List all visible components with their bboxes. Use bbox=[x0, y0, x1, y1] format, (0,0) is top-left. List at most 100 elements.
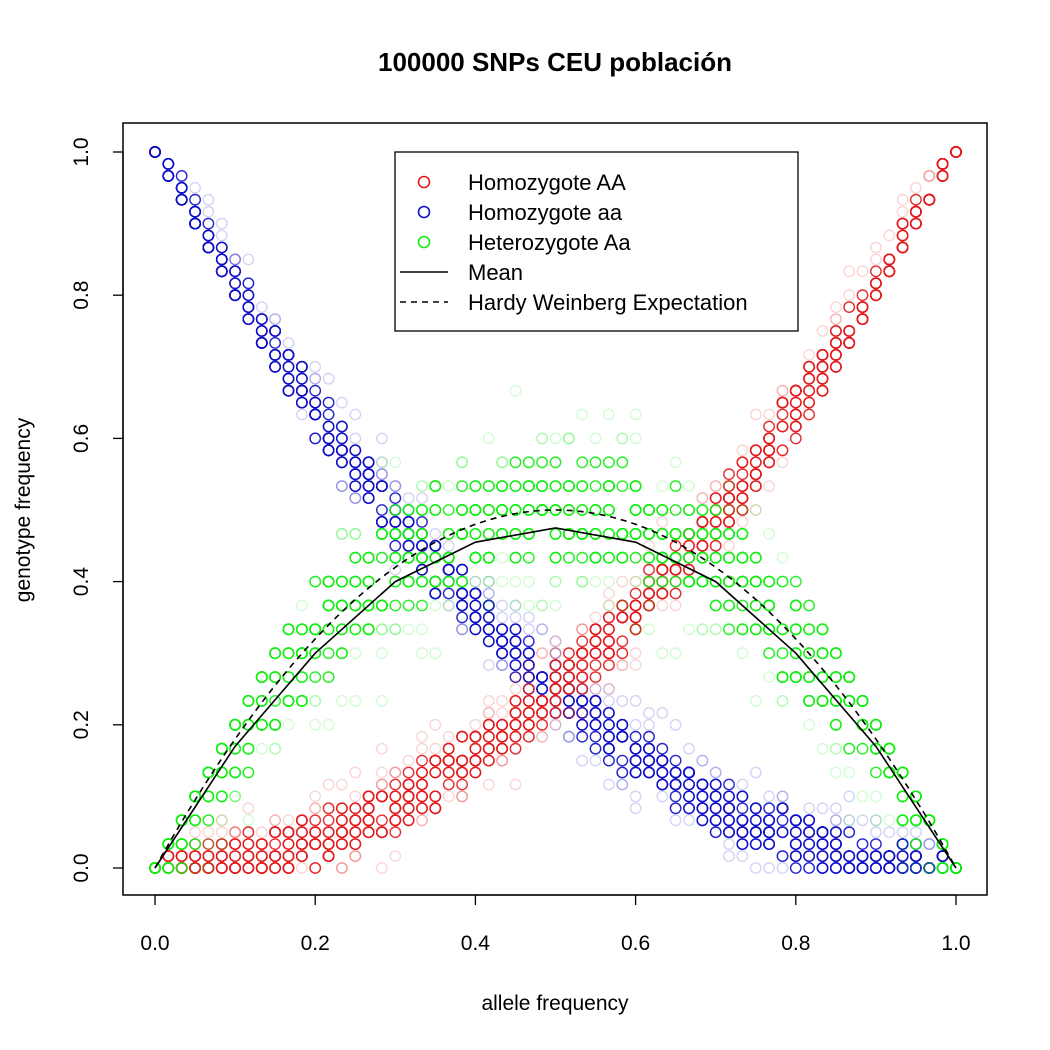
point-AA-830 bbox=[830, 336, 842, 349]
point-aa-936 bbox=[923, 838, 936, 850]
point-AA-447 bbox=[509, 695, 522, 707]
point-AA-763 bbox=[776, 396, 789, 409]
point-AA-806 bbox=[816, 325, 829, 337]
legend-label-2: Heterozygote Aa bbox=[468, 230, 631, 255]
point-Aa-444 bbox=[509, 599, 522, 612]
point-aa-541 bbox=[589, 730, 602, 743]
point-aa-248 bbox=[349, 468, 362, 481]
point-aa-382 bbox=[456, 599, 468, 612]
point-Aa-346 bbox=[429, 504, 442, 516]
point-AA-172 bbox=[282, 814, 295, 827]
point-aa-188 bbox=[295, 360, 308, 373]
point-aa-219 bbox=[322, 432, 335, 445]
point-Aa-872 bbox=[870, 814, 882, 827]
point-Aa-36 bbox=[175, 862, 188, 874]
point-Aa-430 bbox=[496, 456, 508, 469]
point-AA-272 bbox=[375, 814, 388, 827]
point-aa-413 bbox=[482, 635, 495, 648]
point-aa-171 bbox=[282, 372, 295, 385]
point-aa-446 bbox=[509, 659, 522, 671]
point-Aa-578 bbox=[629, 408, 642, 421]
point-Aa-510 bbox=[563, 551, 575, 564]
point-AA-255 bbox=[349, 838, 362, 850]
point-Aa-502 bbox=[563, 432, 575, 445]
point-AA-76 bbox=[202, 838, 215, 850]
point-aa-194 bbox=[309, 432, 322, 445]
point-AA-689 bbox=[723, 468, 735, 481]
point-Aa-248 bbox=[349, 575, 362, 588]
point-AA-586 bbox=[629, 647, 642, 660]
point-AA-783 bbox=[789, 384, 802, 397]
point-aa-335 bbox=[416, 563, 428, 576]
point-AA-959 bbox=[936, 157, 949, 170]
point-Aa-478 bbox=[536, 480, 548, 492]
point-aa-910 bbox=[896, 862, 909, 874]
point-aa-67 bbox=[202, 205, 215, 218]
point-AA-542 bbox=[589, 635, 602, 648]
point-Aa-548 bbox=[603, 575, 615, 588]
point-Aa-158 bbox=[269, 718, 281, 731]
point-aa-701 bbox=[723, 814, 735, 827]
point-Aa-295 bbox=[389, 456, 402, 469]
point-Aa-340 bbox=[429, 551, 442, 564]
point-Aa-846 bbox=[843, 695, 856, 707]
point-Aa-321 bbox=[416, 647, 428, 660]
point-aa-201 bbox=[309, 384, 322, 397]
point-aa-233 bbox=[335, 480, 348, 492]
point-AA-726 bbox=[749, 444, 762, 457]
point-Aa-717 bbox=[736, 504, 749, 516]
point-aa-399 bbox=[469, 611, 482, 624]
point-AA-308 bbox=[402, 754, 415, 767]
point-AA-682 bbox=[709, 516, 722, 528]
point-AA-336 bbox=[429, 718, 442, 731]
point-Aa-285 bbox=[375, 695, 388, 707]
point-AA-556 bbox=[603, 623, 615, 636]
point-aa-590 bbox=[629, 754, 642, 767]
point-AA-410 bbox=[482, 718, 495, 731]
point-AA-269 bbox=[362, 814, 375, 827]
point-aa-207 bbox=[309, 408, 322, 421]
point-AA-761 bbox=[776, 444, 789, 457]
point-Aa-910 bbox=[896, 766, 909, 779]
point-AA-271 bbox=[362, 826, 375, 839]
point-Aa-529 bbox=[589, 575, 602, 588]
point-AA-749 bbox=[763, 444, 775, 457]
point-aa-59 bbox=[189, 193, 202, 206]
point-Aa-145 bbox=[269, 695, 281, 707]
point-aa-548 bbox=[603, 695, 615, 707]
point-aa-636 bbox=[669, 814, 682, 827]
point-AA-563 bbox=[616, 575, 629, 588]
point-AA-510 bbox=[563, 647, 575, 660]
point-aa-686 bbox=[709, 778, 722, 791]
point-Aa-302 bbox=[389, 551, 402, 564]
point-Aa-72 bbox=[202, 862, 215, 874]
point-aa-31 bbox=[162, 157, 175, 170]
point-AA-414 bbox=[482, 742, 495, 755]
point-aa-480 bbox=[549, 718, 562, 731]
point-aa-655 bbox=[683, 766, 695, 779]
point-Aa-543 bbox=[589, 456, 602, 469]
point-Aa-364 bbox=[442, 480, 455, 492]
point-AA-177 bbox=[295, 862, 308, 874]
point-aa-692 bbox=[723, 790, 735, 803]
point-aa-862 bbox=[856, 850, 869, 862]
point-Aa-450 bbox=[522, 551, 535, 564]
point-AA-413 bbox=[482, 754, 495, 767]
point-AA-171 bbox=[282, 850, 295, 862]
point-aa-680 bbox=[709, 814, 722, 827]
point-Aa-277 bbox=[375, 623, 388, 636]
point-Aa-276 bbox=[375, 623, 388, 636]
point-AA-797 bbox=[803, 384, 815, 397]
point-Aa-936 bbox=[923, 862, 936, 874]
point-AA-480 bbox=[549, 718, 562, 731]
legend-label-3: Mean bbox=[468, 260, 523, 285]
point-AA-767 bbox=[776, 420, 789, 433]
point-AA-699 bbox=[723, 539, 735, 552]
point-Aa-876 bbox=[870, 718, 882, 731]
point-aa-296 bbox=[389, 480, 402, 492]
point-Aa-31 bbox=[162, 862, 175, 874]
point-aa-630 bbox=[669, 802, 682, 815]
point-Aa-368 bbox=[456, 456, 468, 469]
point-aa-36 bbox=[175, 169, 188, 182]
point-aa-554 bbox=[603, 730, 615, 743]
